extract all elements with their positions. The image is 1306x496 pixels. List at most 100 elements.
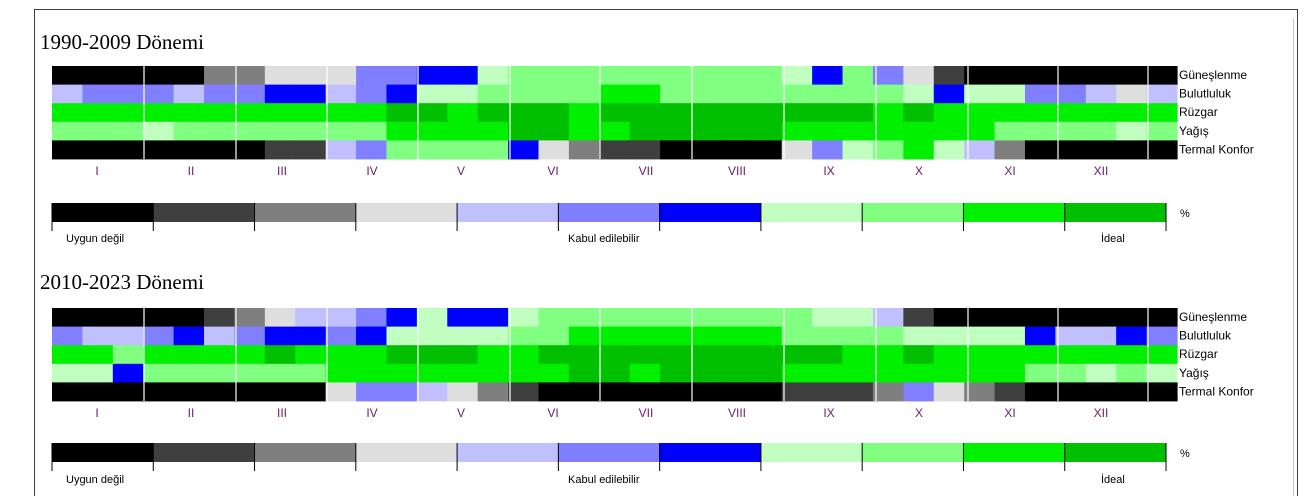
heatmap-cell: [173, 382, 205, 402]
heatmap-cell: [447, 84, 479, 104]
heatmap-cell: [325, 140, 357, 160]
heatmap-cell: [325, 121, 357, 141]
heatmap-cell: [143, 140, 175, 160]
heatmap-cell: [1055, 103, 1087, 123]
heatmap-cell: [994, 140, 1026, 160]
heatmap-cell: [1116, 140, 1148, 160]
heatmap-cell: [568, 66, 600, 85]
heatmap-cell: [508, 140, 540, 160]
heatmap-cell: [325, 382, 357, 402]
heatmap-cell: [477, 308, 509, 327]
heatmap-cell: [690, 140, 722, 160]
month-label: III: [277, 164, 287, 178]
heatmap-cell: [386, 382, 418, 402]
heatmap-cell: [1055, 308, 1087, 327]
heatmap-cell: [112, 345, 144, 365]
heatmap-cell: [1085, 66, 1117, 85]
heatmap-cell: [82, 382, 114, 402]
heatmap-cell: [52, 345, 84, 365]
month-label: XI: [1004, 164, 1015, 178]
heatmap-cell: [538, 308, 570, 327]
heatmap-cell: [1116, 66, 1148, 85]
heatmap-cell: [903, 326, 935, 346]
heatmap-cell: [112, 382, 144, 402]
legend-swatch: [659, 203, 762, 222]
legend-right-label: İdeal: [1101, 232, 1125, 245]
heatmap-cell: [204, 326, 236, 346]
heatmap-cell: [295, 103, 327, 123]
heatmap-cell: [295, 140, 327, 160]
heatmap-cell: [812, 140, 844, 160]
month-label: VI: [547, 164, 558, 178]
legend-unit: %: [1180, 208, 1190, 220]
heatmap-cell: [1024, 326, 1056, 346]
month-label: V: [457, 164, 465, 178]
heatmap-cell: [52, 363, 84, 383]
heatmap-cell: [508, 103, 540, 123]
heatmap-cell: [568, 140, 600, 160]
heatmap-cell: [599, 66, 631, 85]
heatmap-cell: [1085, 345, 1117, 365]
heatmap-cell: [386, 345, 418, 365]
heatmap-cell: [1146, 103, 1178, 123]
heatmap-cell: [1024, 84, 1056, 104]
heatmap-cell: [842, 84, 874, 104]
heatmap-cell: [720, 103, 752, 123]
heatmap-cell: [356, 121, 388, 141]
heatmap-cell: [1116, 345, 1148, 365]
heatmap-cell: [447, 382, 479, 402]
heatmap-cell: [447, 140, 479, 160]
row-label: Yağış: [1179, 366, 1209, 380]
heatmap-cell: [903, 363, 935, 383]
heatmap-cell: [842, 66, 874, 85]
heatmap-cell: [386, 103, 418, 123]
heatmap-cell: [1116, 308, 1148, 327]
heatmap-cell: [690, 382, 722, 402]
legend-swatch: [355, 203, 458, 222]
heatmap-cell: [660, 345, 692, 365]
heatmap-cell: [1146, 345, 1178, 365]
heatmap-cell: [903, 121, 935, 141]
legend-swatch: [1064, 203, 1167, 222]
heatmap-cell: [447, 121, 479, 141]
heatmap-cell: [1116, 382, 1148, 402]
heatmap-cell: [416, 66, 448, 85]
heatmap-cell: [356, 103, 388, 123]
heatmap-cell: [295, 121, 327, 141]
heatmap-cell: [477, 84, 509, 104]
heatmap-cell: [173, 66, 205, 85]
month-label: III: [277, 406, 287, 420]
heatmap-cell: [933, 326, 965, 346]
heatmap-cell: [994, 121, 1026, 141]
heatmap-cell: [416, 103, 448, 123]
heatmap-cell: [1146, 326, 1178, 346]
row-label: Güneşlenme: [1179, 68, 1247, 82]
heatmap-row: [52, 326, 1178, 346]
heatmap-cell: [933, 363, 965, 383]
heatmap-row: [52, 308, 1178, 327]
heatmap-cell: [143, 308, 175, 327]
heatmap-cell: [964, 345, 996, 365]
heatmap-cell: [903, 308, 935, 327]
heatmap-cell: [872, 121, 904, 141]
heatmap-cell: [264, 103, 296, 123]
heatmap-cell: [933, 84, 965, 104]
heatmap-cell: [720, 84, 752, 104]
heatmap-cell: [204, 308, 236, 327]
heatmap-cell: [964, 363, 996, 383]
heatmap-cell: [447, 103, 479, 123]
heatmap-cell: [1146, 308, 1178, 327]
heatmap-cell: [477, 382, 509, 402]
heatmap-cell: [872, 103, 904, 123]
heatmap-cell: [933, 345, 965, 365]
legend-left-label: Uygun değil: [66, 474, 124, 486]
heatmap-cell: [994, 363, 1026, 383]
heatmap-cell: [234, 382, 266, 402]
heatmap-cell: [52, 326, 84, 346]
heatmap-cell: [416, 84, 448, 104]
heatmap-cell: [386, 140, 418, 160]
heatmap-cell: [477, 103, 509, 123]
heatmap-cell: [690, 121, 722, 141]
heatmap-cell: [690, 308, 722, 327]
heatmap-cell: [629, 363, 661, 383]
